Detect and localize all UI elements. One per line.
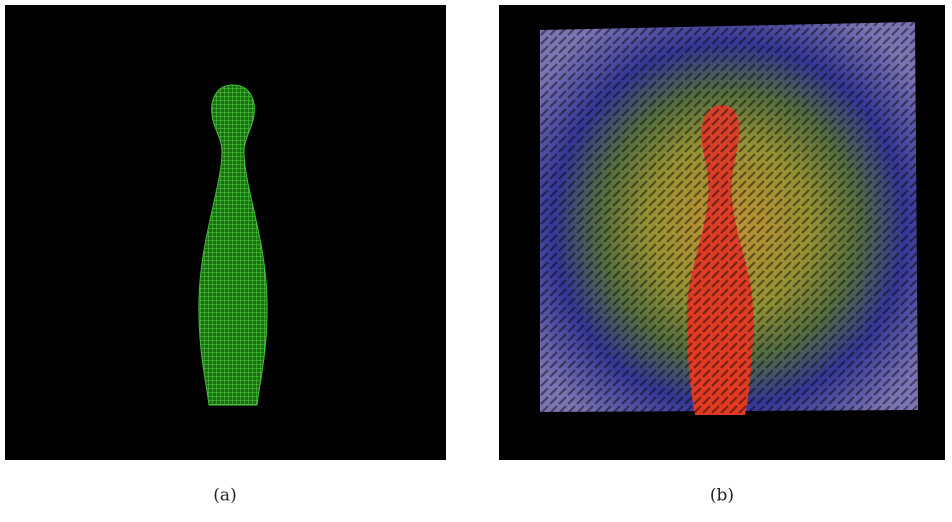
caption: (a) — [213, 486, 236, 506]
caption: (b) — [710, 486, 734, 506]
panel-a — [5, 5, 446, 460]
figure: (a) (b) — [0, 0, 952, 518]
voxel-hatching — [530, 18, 928, 420]
panel-b — [499, 5, 945, 460]
